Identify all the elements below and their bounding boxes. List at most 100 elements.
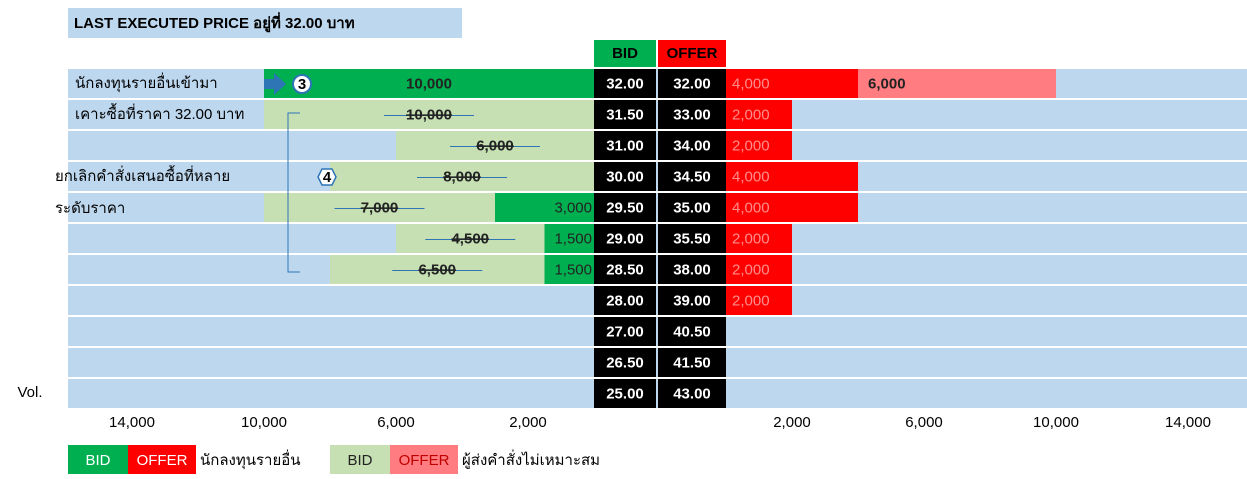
bid-label: 7,000 (361, 199, 399, 216)
row-background (68, 224, 1247, 253)
offer-axis-tick: 6,000 (905, 414, 943, 431)
bid-bar (396, 224, 545, 253)
row-background (68, 348, 1247, 377)
bid-bar (264, 100, 594, 129)
offer-price-cell (658, 162, 726, 191)
legend-offer: OFFER (399, 452, 450, 469)
bid-label: 8,000 (443, 168, 481, 185)
bid-price: 29.00 (606, 230, 644, 247)
bid-axis-tick: 10,000 (241, 414, 287, 431)
offer-price: 34.00 (673, 137, 711, 154)
offer-price-cell (658, 131, 726, 160)
marker-circle (292, 74, 312, 94)
offer-label: 6,000 (868, 75, 906, 92)
row-background (68, 379, 1247, 408)
offer-price-cell (658, 224, 726, 253)
bid-price: 30.00 (606, 168, 644, 185)
offer-price: 41.50 (673, 354, 711, 371)
annotations: นักลงทุนรายอื่นเข้ามา เคาะซื้อที่ราคา 32… (17, 72, 337, 401)
row-background (68, 162, 1247, 191)
offer-price: 32.00 (673, 75, 711, 92)
legend-text: นักลงทุนรายอื่น (200, 449, 301, 470)
bid-header-cell (594, 40, 656, 67)
rows: 10,000 4,000 6,000 32.00 32.00 10,000 2,000 31.… (68, 69, 1247, 474)
bid-label: 10,000 (406, 106, 452, 123)
legend-offer-swatch (390, 445, 458, 474)
marker: 4 (323, 169, 332, 186)
offer-label: 4,000 (732, 168, 770, 185)
bid-header: BID (612, 45, 638, 62)
bid-price-cell (594, 224, 656, 253)
offer-label: 2,000 (732, 230, 770, 247)
row-background (68, 100, 1247, 129)
offer-header-cell (658, 40, 726, 67)
bid-axis-tick: 2,000 (509, 414, 547, 431)
offer-axis-tick: 2,000 (773, 414, 811, 431)
offer-label: 2,000 (732, 292, 770, 309)
row-background (68, 255, 1247, 284)
bid-price: 32.00 (606, 75, 644, 92)
offer-price: 38.00 (673, 261, 711, 278)
offer-bar (726, 69, 858, 98)
bid-label: 6,500 (418, 261, 456, 278)
offer-price-cell (658, 255, 726, 284)
offer-bar (726, 255, 792, 284)
offer-price-cell (658, 100, 726, 129)
legend-bid-swatch (68, 445, 128, 474)
bid-bar (264, 69, 594, 98)
bid-axis-tick: 14,000 (109, 414, 155, 431)
marker: 3 (298, 76, 306, 93)
offer-price: 35.50 (673, 230, 711, 247)
bid-price-cell (594, 379, 656, 408)
bid-price: 25.00 (606, 385, 644, 402)
arrow-icon (264, 73, 286, 95)
note: นักลงทุนรายอื่นเข้ามา (75, 72, 218, 93)
bid-price-cell (594, 193, 656, 222)
bid-price: 31.50 (606, 106, 644, 123)
bid-bar (544, 224, 594, 253)
offer-price: 34.50 (673, 168, 711, 185)
bid-bar (495, 193, 594, 222)
note: เคาะซื้อที่ราคา 32.00 บาท (75, 103, 244, 123)
bid-bar (396, 131, 594, 160)
row-background (68, 193, 1247, 222)
row-background (68, 317, 1247, 346)
bid-price-cell (594, 348, 656, 377)
offer-bar (726, 100, 792, 129)
bid-bar (330, 162, 594, 191)
bid-price-cell (594, 131, 656, 160)
offer-price-cell (658, 69, 726, 98)
offer-price: 33.00 (673, 106, 711, 123)
bid-price-cell (594, 162, 656, 191)
bracket (287, 112, 300, 273)
row-background (68, 69, 1247, 98)
offer-bar (726, 162, 858, 191)
title-box (68, 8, 462, 38)
bid-bar (264, 193, 495, 222)
legend-bid: BID (85, 452, 110, 469)
offer-label: 4,000 (732, 199, 770, 216)
bid-bar (330, 255, 545, 284)
bid-price: 28.50 (606, 261, 644, 278)
offer-label: 2,000 (732, 106, 770, 123)
legend-offer-swatch (128, 445, 196, 474)
offer-label: 2,000 (732, 261, 770, 278)
bid-label: 6,000 (476, 137, 514, 154)
bid-axis-tick: 6,000 (377, 414, 415, 431)
row-background (68, 286, 1247, 315)
offer-bar (726, 224, 792, 253)
title: LAST EXECUTED PRICE อยู่ที่ 32.00 บาท (74, 12, 355, 33)
bid-price: 26.50 (606, 354, 644, 371)
bid-price: 28.00 (606, 292, 644, 309)
bid-label: 10,000 (406, 75, 452, 92)
offer-price-cell (658, 379, 726, 408)
vol-label: Vol. (17, 384, 42, 401)
bid-label: 4,500 (451, 230, 489, 247)
bid-label: 3,000 (554, 199, 592, 216)
offer-header: OFFER (667, 45, 718, 62)
bid-bar (544, 255, 594, 284)
legend-bid-swatch (330, 445, 390, 474)
offer-bar (858, 69, 1056, 98)
bid-price-cell (594, 317, 656, 346)
